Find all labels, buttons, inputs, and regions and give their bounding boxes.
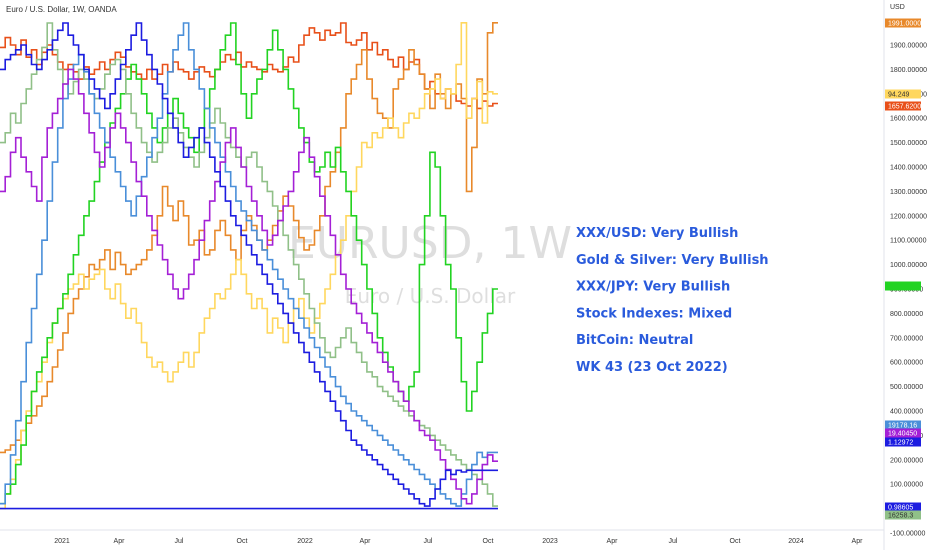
price-tag [885, 89, 921, 99]
time-tick-label: Oct [237, 538, 248, 545]
series-line [0, 22, 498, 110]
price-tick-label: 1200.00000 [890, 213, 927, 220]
price-tick-label: 1300.00000 [890, 189, 927, 196]
annotation-text: Gold & Silver: Very Bullish [576, 253, 769, 268]
time-tick-label: Apr [607, 538, 619, 545]
price-tag [885, 437, 921, 447]
price-tick-label: 100.00000 [890, 482, 923, 489]
series-line [0, 22, 498, 507]
price-tick-label: 1900.00000 [890, 43, 927, 50]
price-axis[interactable]: USD 1900.000001800.000001700.000001600.0… [890, 4, 927, 538]
time-tick-label: 2024 [788, 538, 804, 545]
price-tick-label: 1800.00000 [890, 67, 927, 74]
price-tag-label: 19178.16 [888, 423, 917, 430]
price-tag-label: 1657.62000 [888, 104, 925, 111]
price-tag [885, 420, 921, 430]
price-tag [885, 18, 921, 28]
price-tick-label: 600.00000 [890, 360, 923, 367]
time-tick-label: 2022 [297, 538, 313, 545]
time-tick-label: Jul [669, 538, 678, 545]
price-tick-label: -100.00000 [890, 531, 926, 538]
annotation-text: XXX/USD: Very Bullish [576, 226, 738, 241]
price-tick-label: 1100.00000 [890, 238, 927, 245]
time-tick-label: Oct [483, 538, 494, 545]
price-tag-label: 1.12972 [888, 440, 913, 447]
price-tag-label: 0.98605 [888, 505, 913, 512]
price-tick-label: 200.00000 [890, 457, 923, 464]
price-tag [885, 101, 921, 111]
annotations: XXX/USD: Very Bullish Gold & Silver: Very… [576, 226, 769, 375]
annotation-text: BitCoin: Neutral [576, 333, 693, 348]
price-tick-label: 700.00000 [890, 335, 923, 342]
price-tick-label: 800.00000 [890, 311, 923, 318]
price-tick-label: 1500.00000 [890, 140, 927, 147]
price-tick-label: 500.00000 [890, 384, 923, 391]
time-tick-label: Apr [114, 538, 126, 545]
series-line [0, 68, 498, 505]
price-tag-label: 19.40450 [888, 431, 917, 438]
time-tick-label: Oct [730, 538, 741, 545]
price-tag-label: 1991.00000 [888, 21, 925, 28]
time-tick-label: Apr [852, 538, 864, 545]
time-tick-label: Apr [360, 538, 372, 545]
price-tag-label: 16258.3 [888, 513, 913, 520]
annotation-text: Stock Indexes: Mixed [576, 306, 732, 321]
series-layer [0, 22, 498, 510]
annotation-text: XXX/JPY: Very Bullish [576, 280, 730, 295]
watermark-name: Euro / U.S. Dollar [345, 284, 516, 308]
annotation-text: WK 43 (23 Oct 2022) [576, 360, 728, 375]
price-tick-label: 1600.00000 [890, 116, 927, 123]
price-axis-unit: USD [890, 4, 905, 11]
price-tag-label: 94.249 [888, 92, 910, 99]
time-tick-label: Jul [175, 538, 184, 545]
series-line [0, 22, 498, 510]
time-tick-label: 2021 [54, 538, 70, 545]
series-line [0, 22, 498, 505]
chart-title: Euro / U.S. Dollar, 1W, OANDA [6, 5, 117, 14]
time-axis[interactable]: 2021 Apr Jul Oct 2022 Apr Jul Oct 2023 Apr Jul Oct 2… [54, 538, 863, 545]
price-tags: 1991.00000 94.249 1657.62000 19178.1619.404… [885, 18, 925, 520]
price-tag [885, 510, 921, 520]
time-tick-label: 2023 [542, 538, 558, 545]
price-tag [885, 428, 921, 438]
price-tag [885, 502, 921, 512]
price-tick-label: 1000.00000 [890, 262, 927, 269]
price-tag [885, 281, 921, 291]
price-tick-label: 400.00000 [890, 409, 923, 416]
price-tick-label: 1400.00000 [890, 165, 927, 172]
time-tick-label: Jul [424, 538, 433, 545]
